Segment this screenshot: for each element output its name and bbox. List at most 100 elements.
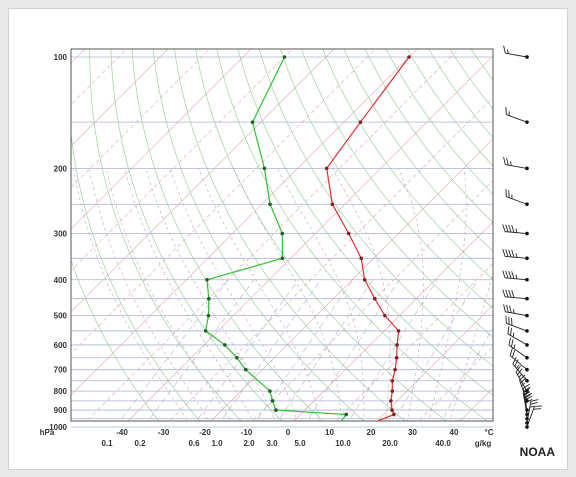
trace-point [206, 313, 211, 318]
mixing-ratio-line [119, 279, 229, 421]
barb-flag-full [523, 386, 531, 392]
temperature-tick-label: 30 [408, 428, 417, 437]
trace-point [371, 421, 375, 425]
temperature-tick-label: -10 [241, 428, 253, 437]
barb-flag-full [503, 45, 506, 54]
temperature-tick-label: 20 [367, 428, 376, 437]
mixing-ratio-tick-label: 1.0 [211, 439, 223, 448]
wind-barb [525, 399, 539, 425]
trace-point [395, 343, 399, 347]
wind-barb [507, 326, 529, 347]
barb-flag-full [510, 339, 514, 347]
pressure-tick-label: 400 [54, 276, 68, 285]
barb-flag-full [517, 368, 523, 375]
barb-station-dot [525, 256, 529, 261]
isotherm-line [71, 49, 169, 147]
barb-flag-full [505, 289, 509, 298]
barb-flag-full [508, 249, 512, 258]
moist-adiabat-line [331, 168, 391, 421]
barb-flag-half [529, 405, 535, 408]
trace-point [344, 412, 348, 417]
barb-flag-full [514, 359, 519, 367]
sounding-panel: 100 200 300 400 500 600 700 800 900 1000 hPa -40 -3… [8, 8, 568, 470]
wind-barb [505, 189, 529, 207]
mixing-ratio-line [348, 279, 438, 421]
trace-point [383, 313, 387, 318]
trace-point [270, 399, 275, 403]
pressure-unit-label: hPa [40, 428, 55, 437]
moist-adiabat-line [198, 168, 320, 421]
sounding-traces [203, 55, 411, 425]
barb-flag-half [516, 364, 520, 369]
barb-flag-full [511, 225, 515, 233]
trace-point [274, 408, 278, 412]
pressure-tick-label: 100 [54, 53, 68, 62]
barb-flag-full [509, 348, 513, 356]
barb-flag-full [512, 356, 517, 365]
dry-adiabat-line [322, 49, 493, 281]
barb-flag-full [530, 399, 539, 402]
barb-flag-full [506, 304, 509, 313]
barb-station-dot [525, 277, 529, 282]
barb-flag-full [520, 377, 527, 384]
isotherm-line [335, 263, 493, 421]
barb-flag-half [513, 344, 516, 349]
pressure-tick-label: 800 [54, 387, 68, 396]
trace-point [392, 412, 396, 417]
trace-point [268, 389, 272, 393]
isotherm-line [9, 40, 52, 435]
pressure-tick-label: 600 [54, 341, 68, 350]
trace-point [358, 120, 363, 124]
trace-point [390, 378, 395, 383]
trace-point [390, 408, 394, 412]
barb-flag-half [515, 253, 518, 258]
isotherm-line [71, 49, 127, 105]
wind-barb [503, 45, 529, 59]
mixing-ratio-tick-label: 40.0 [435, 439, 451, 448]
isotherm-line [71, 49, 418, 396]
barb-flag-full [515, 365, 521, 373]
barb-flag-full [525, 398, 533, 404]
moist-adiabat-line [449, 271, 493, 421]
barb-shaft [505, 255, 528, 259]
barb-station-dot [525, 343, 529, 347]
barb-flag-full [503, 157, 506, 165]
barb-shaft [505, 164, 528, 169]
barb-flag-full [511, 271, 515, 279]
dry-adiabat-line [507, 40, 569, 435]
temperature-tick-label: 10 [325, 428, 334, 437]
barb-flag-full [505, 107, 507, 115]
green-trace-line [204, 56, 348, 421]
wind-barb [502, 289, 529, 301]
barb-flag-full [508, 316, 510, 325]
barb-shaft [506, 114, 528, 123]
barb-station-dot [525, 296, 529, 301]
mixing-ratio-tick-label: 3.0 [266, 439, 278, 448]
temperature-tick-label: -20 [199, 428, 211, 437]
isotherm-line [71, 49, 376, 354]
dry-adiabat-line [428, 49, 493, 139]
isotherm-line [9, 40, 11, 435]
dry-adiabat-line [449, 49, 493, 110]
trace-point [250, 120, 255, 124]
barb-flag-full [502, 249, 506, 257]
barb-flag-full [534, 405, 543, 407]
wind-barb [502, 270, 529, 282]
temperature-tick-label: -30 [158, 428, 170, 437]
barb-station-dot [525, 313, 529, 318]
barb-flag-full [503, 304, 506, 312]
isotherm-line [71, 49, 293, 271]
barb-station-dot [525, 120, 529, 124]
isotherm-line [293, 221, 493, 421]
wind-barb [525, 405, 543, 429]
trace-point [203, 329, 208, 333]
wind-barb [509, 348, 529, 372]
dry-adiabat-line [195, 49, 447, 421]
barb-station-dot [525, 329, 529, 333]
barb-flag-half [521, 382, 526, 387]
mixing-ratio-tick-labels: 0.1 0.2 0.6 1.0 2.0 3.0 5.0 10.0 20.0 40.0 g/kg [101, 439, 491, 448]
barb-station-dot [525, 231, 529, 236]
trace-point [407, 55, 411, 59]
dry-adiabat-line [470, 49, 493, 81]
